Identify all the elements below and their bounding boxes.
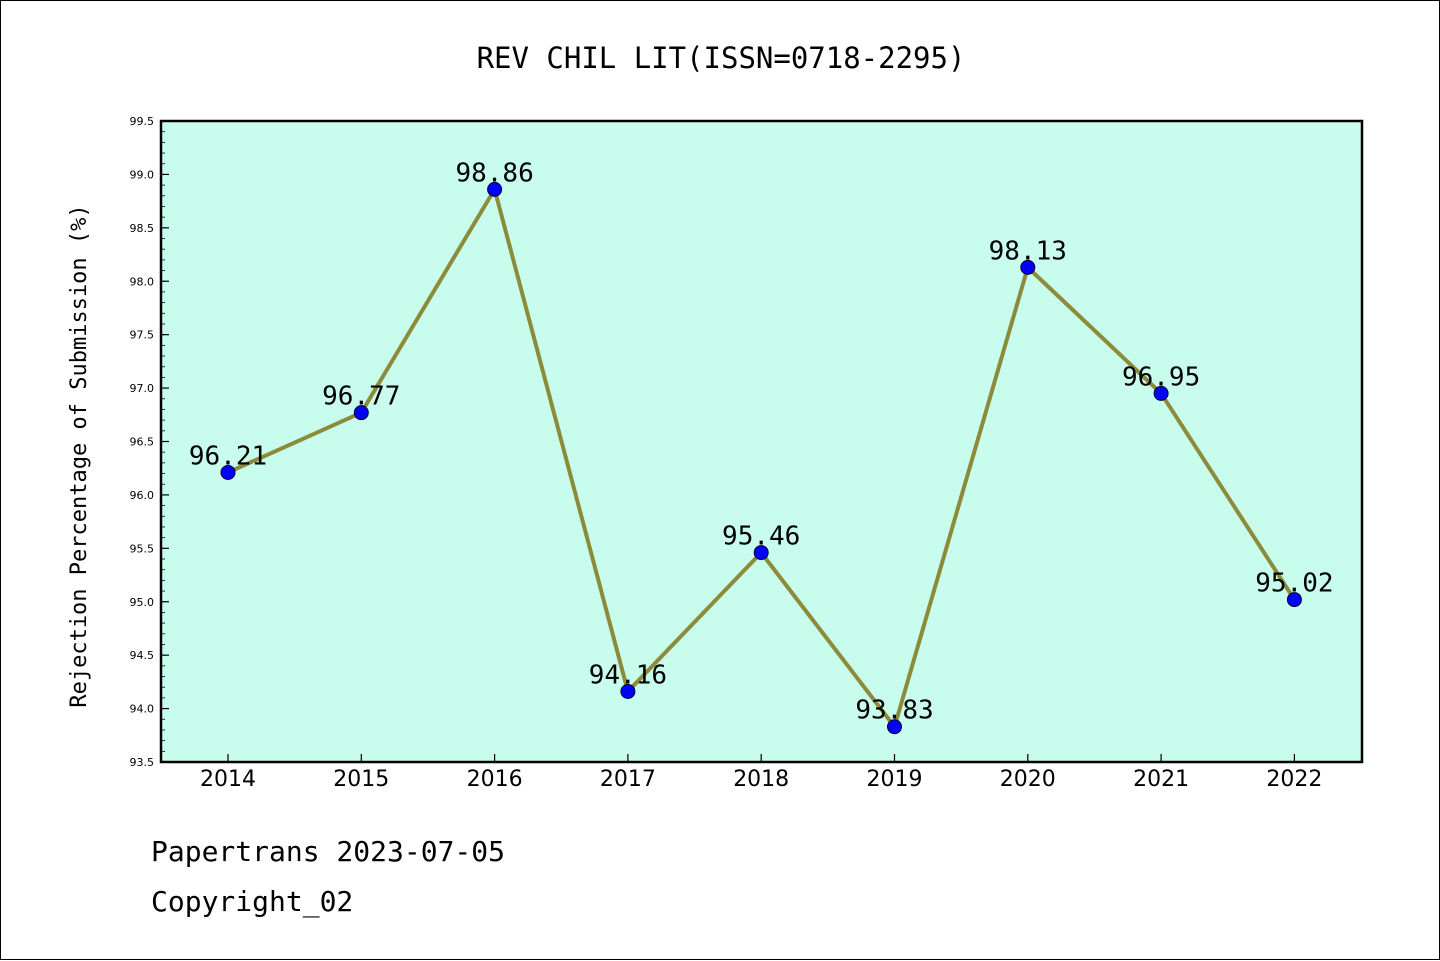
- y-tick-label: 99.0: [130, 168, 155, 181]
- x-tick-label: 2014: [200, 767, 256, 792]
- data-label: 98.13: [989, 236, 1067, 266]
- data-point: [1286, 592, 1302, 608]
- y-tick-label: 98.5: [130, 222, 155, 235]
- data-point: [1020, 259, 1036, 275]
- x-tick-label: 2020: [1000, 767, 1056, 792]
- footer-copyright: Copyright_02: [151, 885, 354, 918]
- data-label: 95.46: [722, 522, 800, 552]
- plot-border: [159, 119, 1364, 764]
- data-point: [753, 545, 769, 561]
- y-tick-label: 96.0: [130, 489, 155, 502]
- data-label: 96.21: [189, 441, 267, 471]
- x-tick-label: 2016: [467, 767, 523, 792]
- footer-date: Papertrans 2023-07-05: [151, 835, 506, 868]
- data-labels-group: 96.21 96.77 98.86 94.16 95.46 93.83 98.13 96.95…: [189, 158, 1334, 725]
- y-tick-label: 95.0: [130, 596, 155, 609]
- y-tick-label: 98.0: [130, 275, 155, 288]
- x-tick-label: 2018: [733, 767, 789, 792]
- data-point: [353, 405, 369, 421]
- y-axis-label: Rejection Percentage of Submission (%): [67, 204, 92, 707]
- chart-title: REV CHIL LIT(ISSN=0718-2295): [477, 41, 966, 75]
- data-point: [1153, 385, 1169, 401]
- y-tick-label: 93.5: [130, 756, 155, 769]
- y-tick-label: 94.5: [130, 649, 155, 662]
- y-tick-label: 95.5: [130, 542, 155, 555]
- data-point: [487, 181, 503, 197]
- data-label: 98.86: [455, 158, 533, 188]
- y-axis-ticks: 93.5 94.0 94.5 95.0 95.5 96.0 96.5 97.0 97.5 98.0…: [130, 115, 169, 769]
- data-label: 94.16: [589, 660, 667, 690]
- y-tick-label: 97.5: [130, 329, 155, 342]
- data-point: [220, 464, 236, 480]
- x-tick-label: 2022: [1266, 767, 1322, 792]
- series-markers-group: [220, 181, 1302, 735]
- plot-area: [161, 121, 1362, 762]
- y-tick-label: 99.5: [130, 115, 155, 128]
- data-label: 96.95: [1122, 362, 1200, 392]
- x-tick-label: 2021: [1133, 767, 1189, 792]
- data-label: 95.02: [1255, 569, 1333, 599]
- x-tick-label: 2017: [600, 767, 656, 792]
- data-label: 93.83: [855, 696, 933, 726]
- y-tick-label: 96.5: [130, 436, 155, 449]
- x-axis-ticks: 2014 2015 2016 2017 2018 2019 2020 2021 2022: [200, 754, 1322, 792]
- data-label: 96.77: [322, 382, 400, 412]
- y-tick-label: 94.0: [130, 703, 155, 716]
- data-point: [620, 683, 636, 699]
- data-point: [887, 719, 902, 735]
- x-tick-label: 2015: [333, 767, 389, 792]
- x-tick-label: 2019: [867, 767, 923, 792]
- y-tick-label: 97.0: [130, 382, 155, 395]
